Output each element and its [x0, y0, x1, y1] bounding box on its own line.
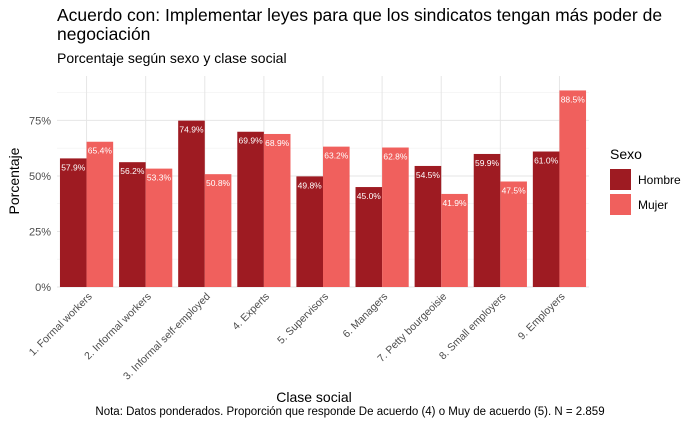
bar-mujer-1 — [86, 141, 114, 287]
chart-subtitle: Porcentaje según sexo y clase social — [57, 50, 287, 66]
bar-hombre-2 — [119, 162, 146, 287]
bar-value-label: 57.9% — [61, 162, 86, 172]
bar-hombre-6 — [355, 187, 383, 287]
y-tick-label: 25% — [29, 226, 51, 238]
x-tick-label: 5. Supervisors — [275, 291, 331, 347]
bar-hombre-9 — [532, 151, 560, 287]
bar-mujer-2 — [145, 168, 173, 287]
bar-value-label: 50.8% — [206, 178, 231, 188]
bar-mujer-9 — [559, 90, 587, 287]
bar-hombre-7 — [414, 165, 442, 287]
bar-mujer-6 — [382, 147, 409, 287]
bar-hombre-1 — [59, 158, 87, 287]
x-axis-label: Clase social — [276, 389, 351, 405]
bar-value-label: 62.8% — [383, 152, 408, 162]
bar-mujer-8 — [500, 181, 527, 287]
bar-hombre-4 — [237, 131, 264, 287]
legend-item-mujer: Mujer — [610, 193, 681, 216]
y-axis-label: Porcentaje — [6, 147, 22, 214]
bar-value-label: 53.3% — [147, 173, 172, 183]
legend-item-hombre: Hombre — [610, 168, 681, 191]
bar-hombre-5 — [296, 176, 323, 287]
legend-swatch-hombre — [610, 169, 631, 190]
legend-swatch-mujer — [610, 194, 631, 215]
y-tick-label: 75% — [29, 115, 51, 127]
bar-value-label: 41.9% — [442, 198, 467, 208]
x-tick-label: 1. Formal workers — [27, 291, 95, 359]
bar-hombre-3 — [178, 120, 205, 287]
chart-title: Acuerdo con: Implementar leyes para que … — [57, 5, 663, 44]
bars: 57.9%65.4% 56.2%53.3% 74.9% 50.8% 69.9% 68.9%… — [59, 90, 587, 287]
y-axis-ticks: 0% 25% 50% 75% — [29, 115, 51, 294]
bar-value-label: 69.9% — [239, 136, 264, 146]
x-tick-label: 6. Managers — [340, 291, 390, 341]
bar-value-label: 47.5% — [502, 186, 527, 196]
bar-value-label: 63.2% — [324, 151, 349, 161]
legend-label-mujer: Mujer — [638, 197, 669, 212]
legend-title: Sexo — [610, 146, 642, 162]
bar-value-label: 88.5% — [561, 94, 586, 104]
y-tick-label: 0% — [35, 282, 51, 294]
bar-value-label: 56.2% — [120, 166, 145, 176]
bar-hombre-8 — [473, 153, 501, 287]
bar-value-label: 68.9% — [265, 138, 290, 148]
bar-mujer-4 — [263, 133, 291, 287]
legend: Sexo Hombre Mujer — [610, 146, 681, 218]
y-tick-label: 50% — [29, 171, 51, 183]
bar-mujer-5 — [323, 146, 350, 287]
legend-label-hombre: Hombre — [638, 172, 681, 187]
bar-value-label: 54.5% — [416, 170, 441, 180]
x-tick-label: 4. Experts — [230, 291, 272, 333]
bar-mujer-3 — [204, 174, 232, 287]
bar-value-label: 59.9% — [475, 158, 500, 168]
bar-value-label: 65.4% — [88, 146, 113, 156]
x-tick-label: 8. Small employers — [437, 291, 509, 363]
bar-value-label: 74.9% — [179, 125, 204, 135]
bar-value-label: 61.0% — [534, 156, 559, 166]
bar-value-label: 49.8% — [298, 180, 323, 190]
chart-caption: Nota: Datos ponderados. Proporción que r… — [95, 406, 605, 418]
x-tick-label: 9. Employers — [516, 291, 568, 343]
bar-mujer-7 — [441, 193, 468, 287]
bar-value-label: 45.0% — [357, 191, 382, 201]
